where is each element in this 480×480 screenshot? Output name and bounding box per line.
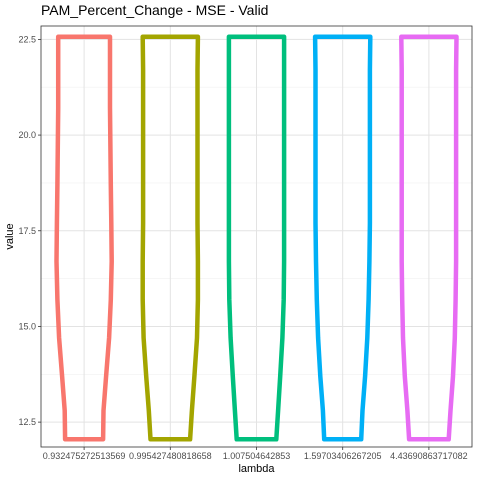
violin-5 xyxy=(399,34,459,442)
axes: 12.5 15.0 17.5 20.0 22.5 0.932475272513569 0.9… xyxy=(18,25,473,461)
y-axis-title: value xyxy=(4,223,16,249)
chart-title: PAM_Percent_Change - MSE - Valid xyxy=(41,2,269,18)
x-tick-label: 1.007504642853 xyxy=(223,451,291,461)
y-tick-label: 22.5 xyxy=(18,34,36,44)
y-tick-label: 17.5 xyxy=(18,226,36,236)
violin-2 xyxy=(140,34,201,442)
violins xyxy=(54,34,459,442)
x-tick-label: 0.995427480818658 xyxy=(129,451,212,461)
y-tick-label: 12.5 xyxy=(18,417,36,427)
y-tick-label: 15.0 xyxy=(18,321,36,331)
x-tick-label: 0.932475272513569 xyxy=(43,451,126,461)
violin-1 xyxy=(54,34,114,442)
x-tick-label: 1.59703406267205 xyxy=(304,451,382,461)
violin-4 xyxy=(312,34,373,442)
y-tick-label: 20.0 xyxy=(18,130,36,140)
x-tick-label: 4.43690863717082 xyxy=(390,451,468,461)
x-axis-title: lambda xyxy=(238,463,275,475)
violin-3 xyxy=(226,34,287,442)
